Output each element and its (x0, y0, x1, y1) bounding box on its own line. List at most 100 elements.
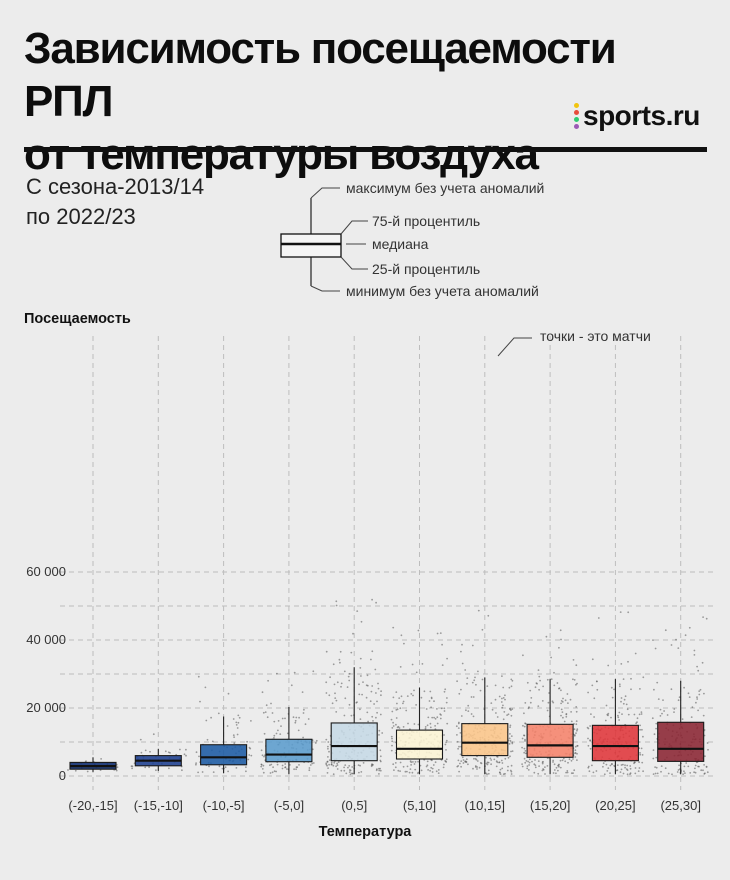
match-dot (345, 772, 348, 775)
match-dot (396, 702, 398, 705)
match-dot (218, 765, 221, 768)
match-dot (524, 702, 527, 704)
match-dot (490, 759, 493, 761)
match-dot (626, 708, 629, 711)
match-dot (264, 711, 267, 713)
match-dot (417, 723, 420, 726)
match-dot (546, 709, 549, 712)
match-dot (508, 686, 511, 689)
match-dot (510, 714, 513, 717)
match-dot (475, 683, 477, 686)
match-dot (461, 662, 464, 665)
match-dot (334, 697, 337, 699)
match-dot (511, 741, 514, 744)
y-tick-label: 0 (59, 768, 66, 783)
match-dot (573, 728, 576, 731)
match-dot (340, 685, 342, 688)
match-dot (212, 771, 215, 773)
match-dot (467, 704, 470, 707)
match-dot (400, 695, 403, 698)
match-dot (260, 749, 263, 752)
match-dot (607, 767, 610, 770)
match-dot (379, 749, 382, 752)
match-dot (139, 738, 142, 741)
match-dot (375, 601, 377, 604)
match-dot (558, 646, 560, 649)
match-dot (565, 715, 568, 718)
match-dot (567, 702, 569, 704)
match-dot (640, 711, 643, 713)
match-dot (477, 609, 480, 612)
match-dot (429, 769, 431, 772)
match-dot (208, 765, 210, 768)
match-dot (335, 711, 338, 713)
match-dot (560, 702, 562, 705)
match-dot (460, 688, 462, 691)
match-dot (275, 770, 277, 773)
match-dot (534, 766, 537, 769)
match-dot (434, 725, 436, 727)
match-dot (337, 761, 340, 763)
match-dot (509, 708, 511, 711)
match-dot (606, 713, 609, 716)
match-dot (290, 684, 293, 687)
match-dot (269, 772, 272, 774)
match-dot (235, 721, 238, 724)
match-dot (703, 764, 705, 766)
match-dot (640, 713, 643, 715)
match-dot (415, 704, 417, 706)
match-dot (576, 752, 578, 755)
match-dot (286, 768, 288, 770)
match-dot (237, 714, 240, 717)
match-dot (706, 742, 709, 744)
match-dot (575, 732, 577, 734)
match-dot (376, 711, 378, 714)
match-dot (547, 701, 550, 704)
match-dot (664, 629, 667, 632)
match-dot (205, 719, 208, 722)
match-dot (504, 757, 507, 760)
match-dot (675, 638, 677, 641)
match-dot (327, 767, 329, 769)
match-dot (576, 729, 578, 732)
match-dot (574, 749, 577, 752)
match-dot (472, 715, 475, 718)
match-dot (370, 765, 373, 768)
legend-q3-label: 75-й процентиль (372, 213, 481, 229)
match-dot (327, 745, 329, 748)
match-dot (523, 725, 526, 728)
match-dot (277, 720, 280, 722)
match-dot (688, 626, 691, 629)
box-6 (461, 723, 509, 757)
match-dot (521, 765, 524, 768)
match-dot (671, 773, 673, 776)
match-dot (445, 739, 448, 742)
x-tick-label: (-5,0] (274, 798, 304, 813)
match-dot (564, 699, 567, 702)
match-dot (610, 716, 612, 719)
match-dot (284, 717, 286, 720)
match-dot (358, 693, 361, 696)
match-dot (546, 765, 549, 767)
match-dot (625, 768, 628, 770)
match-dot (311, 762, 314, 765)
match-dot (587, 737, 589, 740)
match-dot (246, 740, 249, 743)
match-dot (485, 762, 488, 765)
match-dot (638, 713, 641, 716)
match-dot (678, 696, 681, 699)
match-dot (501, 767, 504, 770)
match-dot (620, 768, 623, 771)
match-dot (272, 766, 274, 769)
match-dot (366, 711, 369, 714)
box-2 (200, 744, 248, 766)
match-dot (245, 766, 247, 768)
match-dot (561, 759, 564, 762)
match-dot (574, 745, 577, 748)
match-dot (459, 732, 462, 734)
match-dot (444, 743, 447, 746)
title-line-1: Зависимость посещаемости РПЛ (24, 24, 617, 126)
match-dot (445, 749, 447, 751)
x-tick-label: (25,30] (660, 798, 700, 813)
match-dot (373, 703, 375, 705)
